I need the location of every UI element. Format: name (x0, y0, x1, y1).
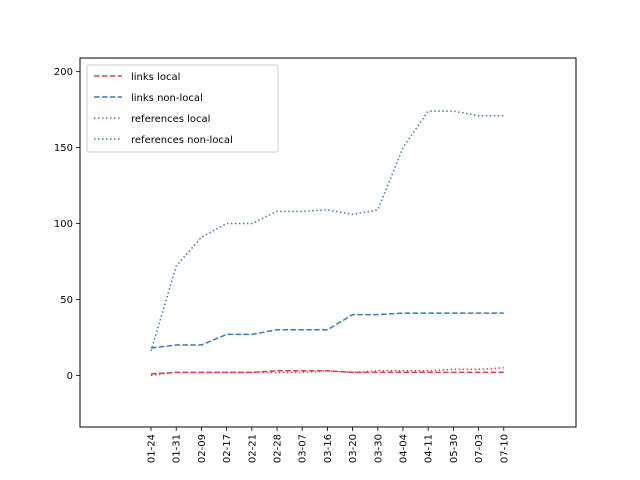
x-tick-label: 02-17 (222, 434, 233, 463)
x-axis: 01-24 01-31 02-09 02-17 02-21 02-28 03-07 03-16… (147, 427, 510, 463)
x-tick-label: 03-16 (323, 434, 334, 463)
legend-box (86, 64, 279, 153)
legend-label-references-non-local: references non-local (131, 135, 233, 146)
legend-label-references-local: references local (131, 114, 210, 125)
y-tick-label: 200 (54, 67, 73, 78)
y-tick-label: 50 (60, 295, 73, 306)
series-line-references-local (150, 367, 504, 377)
x-tick-label: 07-03 (474, 434, 485, 463)
x-tick-label: 05-30 (449, 434, 460, 463)
x-tick-label: 01-31 (172, 434, 183, 463)
series-line-references-non-local (150, 110, 504, 352)
x-tick-label: 02-09 (197, 434, 208, 463)
x-tick-label: 02-21 (247, 434, 258, 463)
x-tick-label: 04-04 (399, 434, 410, 463)
legend-label-links-non-local: links non-local (131, 93, 203, 104)
plot-frame (79, 57, 577, 428)
series-line-links-non-local (150, 312, 504, 349)
x-tick-label: 04-11 (424, 434, 435, 463)
x-tick-label: 01-24 (147, 434, 158, 463)
x-tick-label: 03-20 (348, 434, 359, 463)
y-tick-label: 100 (54, 219, 73, 230)
x-tick-label: 03-07 (298, 434, 309, 463)
legend: links local links non-local references l… (86, 64, 279, 153)
series-layer (150, 110, 504, 377)
x-tick-label: 03-30 (373, 434, 384, 463)
x-tick-label: 02-28 (273, 434, 284, 463)
y-tick-label: 0 (67, 371, 73, 382)
y-tick-label: 150 (54, 143, 73, 154)
legend-label-links-local: links local (131, 72, 180, 83)
x-tick-label: 07-10 (499, 434, 510, 463)
y-axis: 0 50 100 150 200 (54, 67, 80, 382)
